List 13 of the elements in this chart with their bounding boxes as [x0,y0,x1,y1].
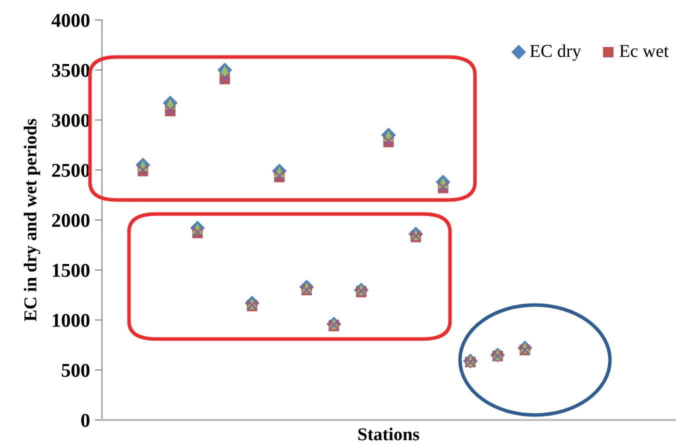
y-tick-label: 1500 [52,264,90,277]
y-tick-label: 0 [81,414,90,427]
y-tick-label: 3000 [52,114,90,127]
y-tick-label: 500 [62,364,90,377]
y-tick-label: 2500 [52,164,90,177]
y-tick-label: 1000 [52,314,90,327]
legend-label: Ec wet [620,45,669,58]
y-axis-title: EC in dry and wet periods [24,118,40,322]
y-tick-label: 2000 [52,214,90,227]
x-axis-title: Stations [358,428,420,440]
legend-label: EC dry [530,44,582,61]
y-tick-label: 4000 [52,14,90,27]
y-tick-label: 3500 [52,64,90,77]
